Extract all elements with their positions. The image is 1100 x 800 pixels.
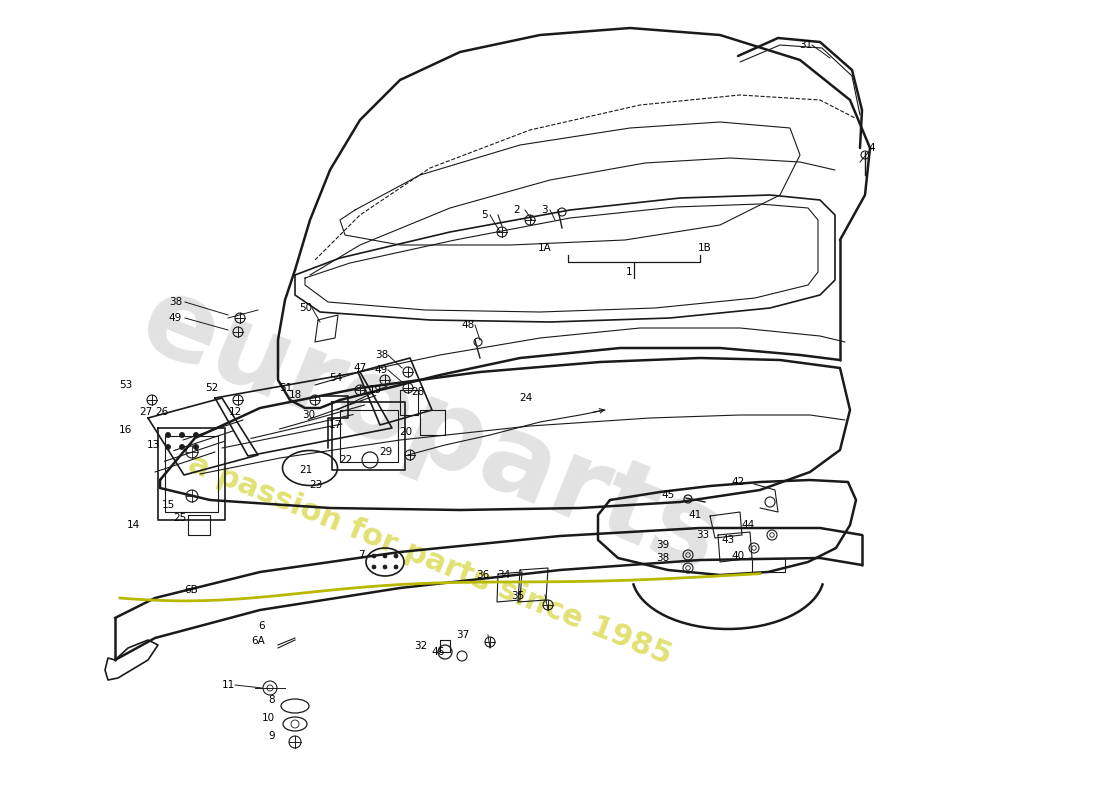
Text: 4: 4 xyxy=(868,143,875,153)
Text: 9: 9 xyxy=(268,731,275,741)
Text: 17: 17 xyxy=(329,420,342,430)
Text: 35: 35 xyxy=(510,591,524,601)
Circle shape xyxy=(165,433,170,438)
Text: 16: 16 xyxy=(119,425,132,435)
Circle shape xyxy=(179,445,185,450)
Text: 20: 20 xyxy=(399,427,412,437)
Circle shape xyxy=(383,554,387,558)
Text: 12: 12 xyxy=(229,407,242,417)
Text: 38: 38 xyxy=(656,553,669,563)
Text: 46: 46 xyxy=(431,647,446,657)
Text: 22: 22 xyxy=(339,455,352,465)
Text: 25: 25 xyxy=(173,513,186,523)
Text: 51: 51 xyxy=(278,383,292,393)
Text: 37: 37 xyxy=(455,630,469,640)
Text: 42: 42 xyxy=(732,477,745,487)
Text: 10: 10 xyxy=(262,713,275,723)
Text: 40: 40 xyxy=(732,551,745,561)
Text: 52: 52 xyxy=(205,383,218,393)
Text: 47: 47 xyxy=(354,363,367,373)
Text: 38: 38 xyxy=(168,297,182,307)
Circle shape xyxy=(383,565,387,569)
Text: 24: 24 xyxy=(519,393,532,403)
Text: 18: 18 xyxy=(288,390,302,400)
Text: europarts: europarts xyxy=(125,266,735,594)
Circle shape xyxy=(394,554,398,558)
Circle shape xyxy=(372,565,376,569)
Text: 33: 33 xyxy=(695,530,710,540)
Text: 21: 21 xyxy=(299,465,312,475)
Text: 29: 29 xyxy=(378,447,392,457)
Circle shape xyxy=(165,445,170,450)
Circle shape xyxy=(194,445,198,450)
Text: 6B: 6B xyxy=(185,585,198,595)
Text: 38: 38 xyxy=(375,350,388,360)
Text: 34: 34 xyxy=(497,570,510,580)
Text: 19: 19 xyxy=(368,385,382,395)
Text: 6A: 6A xyxy=(251,636,265,646)
Text: 8: 8 xyxy=(268,695,275,705)
Text: 32: 32 xyxy=(414,641,427,651)
Text: 31: 31 xyxy=(799,40,812,50)
Text: 2: 2 xyxy=(514,205,520,215)
Text: 7: 7 xyxy=(359,550,365,560)
Text: 43: 43 xyxy=(722,535,735,545)
Text: 48: 48 xyxy=(462,320,475,330)
Text: 1A: 1A xyxy=(538,243,552,253)
Text: 49: 49 xyxy=(375,365,388,375)
Text: 45: 45 xyxy=(662,490,675,500)
Circle shape xyxy=(394,565,398,569)
Text: 49: 49 xyxy=(168,313,182,323)
Text: 36: 36 xyxy=(475,570,490,580)
Text: 1: 1 xyxy=(626,267,632,277)
Text: a passion for parts since 1985: a passion for parts since 1985 xyxy=(184,450,675,670)
Text: 54: 54 xyxy=(329,373,342,383)
Text: 13: 13 xyxy=(146,440,160,450)
Text: 50: 50 xyxy=(299,303,312,313)
Circle shape xyxy=(194,433,198,438)
Text: 28: 28 xyxy=(411,387,425,397)
Text: 41: 41 xyxy=(689,510,702,520)
Text: 30: 30 xyxy=(301,410,315,420)
Text: 27: 27 xyxy=(139,407,152,417)
Text: 5: 5 xyxy=(482,210,488,220)
Text: 39: 39 xyxy=(656,540,669,550)
Circle shape xyxy=(372,554,376,558)
Text: 1B: 1B xyxy=(698,243,712,253)
Text: 3: 3 xyxy=(541,205,548,215)
Text: 11: 11 xyxy=(222,680,235,690)
Text: 53: 53 xyxy=(119,380,132,390)
Text: 44: 44 xyxy=(741,520,755,530)
Text: 15: 15 xyxy=(162,500,175,510)
Text: 14: 14 xyxy=(126,520,140,530)
Text: 26: 26 xyxy=(155,407,168,417)
Text: 6: 6 xyxy=(258,621,265,631)
Text: 23: 23 xyxy=(309,480,322,490)
Circle shape xyxy=(179,433,185,438)
